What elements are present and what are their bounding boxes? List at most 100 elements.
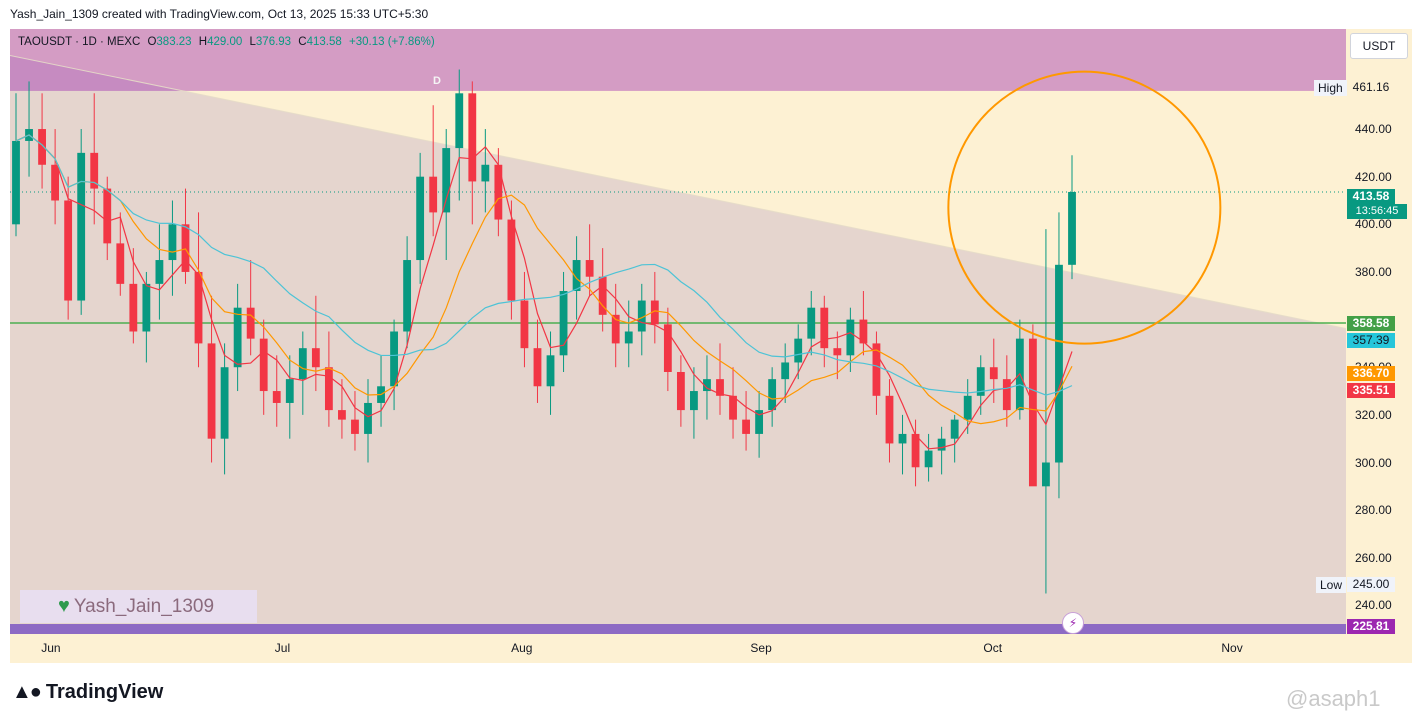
high-value: 429.00 <box>207 36 243 48</box>
candle-body <box>142 283 151 332</box>
time-tick-label: Jul <box>274 641 291 655</box>
price-tick-label: 280.00 <box>1355 503 1392 518</box>
price-tick-label: 260.00 <box>1355 550 1392 565</box>
candle-body <box>859 319 868 344</box>
demand-zone <box>10 624 1346 634</box>
countdown-badge: 13:56:45 <box>1347 204 1407 219</box>
dividend-marker[interactable]: D <box>433 75 441 87</box>
ma-fast-line <box>15 134 1073 450</box>
time-tick-label: Oct <box>983 641 1003 655</box>
candle-body <box>168 224 177 261</box>
high-label: H <box>198 36 208 48</box>
highlight-circle <box>947 70 1222 345</box>
candle-body <box>703 379 711 392</box>
candle-body <box>989 367 998 380</box>
price-tick-label: 240.00 <box>1355 598 1392 613</box>
candle-body <box>872 343 881 396</box>
plot-area[interactable] <box>10 29 1346 634</box>
candle-body <box>742 419 750 434</box>
price-tick-label: 320.00 <box>1355 407 1392 422</box>
high-value-badge: 461.16 <box>1352 80 1390 94</box>
low-label: Low <box>1320 578 1343 592</box>
candle-body <box>820 307 829 349</box>
candle-body <box>259 338 268 392</box>
candle-body <box>794 338 803 363</box>
candle-body <box>77 152 86 301</box>
candle-body <box>755 410 764 434</box>
lightning-icon[interactable]: ⚡ <box>1062 612 1084 634</box>
ma-mid-badge: 336.70 <box>1347 366 1395 381</box>
candle-body <box>311 348 320 368</box>
price-tick-label: 380.00 <box>1355 264 1392 279</box>
candle-body <box>103 188 112 244</box>
candle-body <box>155 260 164 284</box>
symbol-name: TAOUSDT · 1D · MEXC <box>18 36 141 48</box>
candle-body <box>533 348 542 387</box>
high-label: High <box>1318 81 1343 95</box>
supply-zone <box>10 29 1346 91</box>
candle-body <box>285 379 294 403</box>
candle-body <box>885 395 894 444</box>
candle-body <box>390 331 398 387</box>
symbol-legend: TAOUSDT · 1D · MEXC O383.23 H429.00 L376… <box>18 36 435 48</box>
candle-body <box>129 283 138 332</box>
candle-body <box>546 355 555 387</box>
time-tick-label: Aug <box>511 641 533 655</box>
attribution-watermark: @asaph1 <box>1286 686 1381 711</box>
candle-body <box>468 93 477 182</box>
brand-name: TradingView <box>45 681 164 703</box>
support-level-badge: 358.58 <box>1347 316 1395 331</box>
candle-body <box>51 164 60 201</box>
currency-button[interactable]: USDT <box>1350 33 1408 59</box>
close-value: 413.58 <box>306 36 342 48</box>
candle-body <box>116 243 125 284</box>
candle-body <box>624 331 633 344</box>
price-tick-label: 440.00 <box>1355 122 1392 137</box>
triangle-pattern-area <box>10 55 1346 634</box>
ma-mid-line <box>15 134 1073 425</box>
zone-bottom-badge: 225.81 <box>1347 619 1395 634</box>
last-price-badge: 413.58 <box>1347 189 1395 204</box>
high-tag: High <box>1314 80 1347 96</box>
candle-body <box>833 348 842 356</box>
close-label: C <box>298 36 307 48</box>
candle-body <box>233 307 242 368</box>
candle-body <box>1055 264 1063 463</box>
candle-body <box>781 362 790 380</box>
price-tick-label: 420.00 <box>1355 169 1392 184</box>
candle-body <box>690 391 698 411</box>
author-watermark: ♥ Yash_Jain_1309 <box>20 590 257 623</box>
price-axis[interactable] <box>1346 29 1412 634</box>
time-axis[interactable] <box>10 634 1412 663</box>
candle-body <box>585 260 594 277</box>
candle-body <box>807 307 816 339</box>
candle-body <box>963 395 972 420</box>
candle-body <box>1068 191 1076 265</box>
candle-body <box>676 371 685 411</box>
candle-body <box>64 200 73 301</box>
low-label: L <box>249 36 256 48</box>
candle-body <box>1042 462 1050 487</box>
chart-header: Yash_Jain_1309 created with TradingView.… <box>10 7 429 21</box>
candle-body <box>846 319 855 356</box>
candle-body <box>1002 379 1011 411</box>
candle-body <box>246 307 255 339</box>
candle-body <box>324 367 333 411</box>
candle-body <box>729 395 737 420</box>
ma-fast-badge: 335.51 <box>1347 383 1395 398</box>
candle-body <box>637 300 646 332</box>
ma-slow-badge: 357.39 <box>1347 333 1395 348</box>
candle-body <box>663 324 672 372</box>
low-value-badge: 245.00 <box>1347 577 1395 592</box>
candle-body <box>650 300 659 325</box>
tradingview-logo[interactable]: ▲● TradingView <box>12 681 163 704</box>
candle-body <box>338 410 346 420</box>
candle-body <box>90 152 99 189</box>
price-chart[interactable] <box>10 29 1346 634</box>
candle-body <box>455 93 464 149</box>
candle-body <box>403 260 412 332</box>
tradingview-mark-icon: ▲● <box>12 681 42 703</box>
time-tick-label: Jun <box>41 641 61 655</box>
candle-body <box>194 271 203 344</box>
candle-body <box>12 140 20 225</box>
